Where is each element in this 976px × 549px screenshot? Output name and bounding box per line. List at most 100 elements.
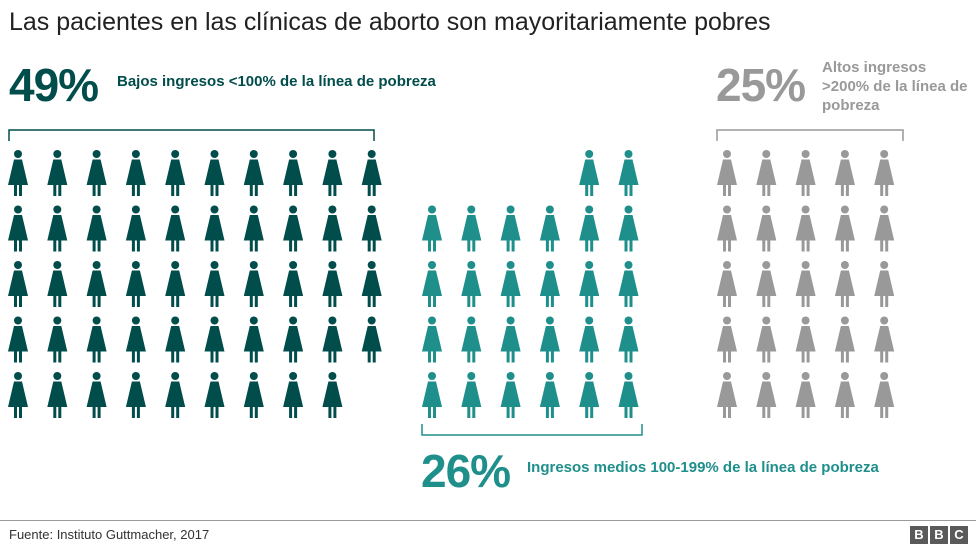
pictograph-chart [8,129,904,436]
woman-icon [283,316,304,363]
woman-icon [795,205,816,252]
low-income-percent: 49% [9,59,99,111]
woman-icon [8,150,28,196]
woman-icon [125,316,146,363]
woman-icon [874,372,895,418]
woman-icon [539,316,560,363]
woman-icon [461,316,482,363]
woman-icon [165,150,186,196]
woman-icon [618,372,639,418]
woman-icon [874,261,895,307]
woman-icon [361,150,382,196]
woman-icon [618,316,639,363]
woman-icon [500,372,521,418]
logo-letter: B [910,526,928,544]
woman-icon [834,372,855,418]
woman-icon [243,261,264,307]
woman-icon [125,205,146,252]
woman-icon [243,372,264,418]
woman-icon [874,316,895,363]
woman-icon [322,205,343,252]
woman-icon [500,316,521,363]
source-note: Fuente: Instituto Guttmacher, 2017 [9,527,210,542]
woman-icon [47,316,68,363]
low-income-label: Bajos ingresos <100% de la línea de pobr… [117,73,436,90]
woman-icon [243,316,264,363]
woman-icon [461,261,482,307]
woman-icon [500,205,521,252]
high-income-percent: 25% [716,59,806,111]
woman-icon [539,372,560,418]
woman-icon [283,261,304,307]
woman-icon [618,261,639,307]
woman-icon [8,205,28,252]
woman-icon [165,372,186,418]
bbc-logo: B B C [910,526,968,544]
woman-icon [47,205,68,252]
woman-icon [461,372,482,418]
woman-icon [204,205,225,252]
woman-icon [717,316,737,363]
woman-icon [539,261,560,307]
chart-title: Las pacientes en las clínicas de aborto … [9,8,771,36]
woman-icon [422,261,442,307]
woman-icon [47,150,68,196]
high-bracket [716,129,904,141]
woman-icon [756,316,777,363]
woman-icon [165,261,186,307]
logo-letter: C [950,526,968,544]
woman-icon [125,372,146,418]
woman-icon [422,316,442,363]
woman-icon [834,205,855,252]
woman-icon [322,316,343,363]
middle-bracket [421,424,643,436]
woman-icon [361,261,382,307]
woman-icon [47,261,68,307]
woman-icon [86,205,107,252]
footer-divider [0,520,976,521]
woman-icon [618,205,639,252]
woman-icon [361,316,382,363]
woman-icon [283,205,304,252]
woman-icon [204,150,225,196]
woman-icon [756,205,777,252]
woman-icon [322,150,343,196]
woman-icon [795,316,816,363]
woman-icon [756,372,777,418]
high-income-label: Altos ingresos >200% de la línea de pobr… [822,59,968,114]
woman-icon [322,261,343,307]
woman-icon [834,150,855,196]
woman-icon [165,205,186,252]
woman-icon [579,372,600,418]
woman-icon [86,372,107,418]
woman-icon [717,150,737,196]
woman-icon [243,205,264,252]
woman-icon [717,205,737,252]
woman-icon [500,261,521,307]
woman-icon [422,205,442,252]
woman-icon [795,261,816,307]
woman-icon [243,150,264,196]
woman-icon [125,150,146,196]
woman-icon [834,316,855,363]
woman-icon [204,316,225,363]
woman-icon [756,261,777,307]
woman-icon [717,261,737,307]
middle-income-label: Ingresos medios 100-199% de la línea de … [527,459,879,476]
woman-icon [874,150,895,196]
woman-icon [422,372,442,418]
woman-icon [834,261,855,307]
low-bracket [8,129,375,141]
woman-icon [47,372,68,418]
woman-icon [86,150,107,196]
woman-icon [618,150,639,196]
woman-icon [461,205,482,252]
woman-icon [717,372,737,418]
woman-icon [283,150,304,196]
woman-icon [8,316,28,363]
woman-icon [283,372,304,418]
middle-income-percent: 26% [421,445,511,497]
woman-icon [165,316,186,363]
woman-icon [579,261,600,307]
woman-icon [125,261,146,307]
